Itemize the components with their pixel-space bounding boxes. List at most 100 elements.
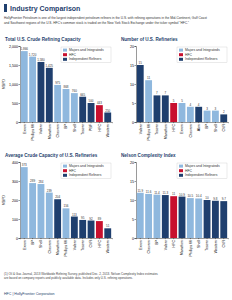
axis-line xyxy=(137,122,229,124)
x-tick: HFC xyxy=(172,122,176,131)
y-axis: 05101520 xyxy=(130,161,137,241)
x-tick-label: Phillips 66 xyxy=(64,240,68,256)
bar xyxy=(88,221,95,238)
x-tick-mark xyxy=(57,238,58,239)
data-label: 665 xyxy=(80,93,85,97)
x-tick: BP xyxy=(205,122,209,129)
data-label: 156 xyxy=(63,204,68,208)
x-tick-label: Valero xyxy=(39,124,43,134)
data-label: 113 xyxy=(72,213,77,217)
x-tick-label: Western xyxy=(106,124,110,137)
x-tick-mark xyxy=(24,238,25,239)
bar xyxy=(29,183,36,238)
x-tick: Tesoro xyxy=(81,122,85,135)
axis-line xyxy=(135,47,137,123)
y-tick-label: 10 xyxy=(130,199,134,203)
legend-swatch xyxy=(63,165,67,168)
x-tick: Tesoro xyxy=(81,238,85,251)
y-tick-mark xyxy=(19,162,21,163)
x-tick-mark xyxy=(99,238,100,239)
x-tick-label: Valero xyxy=(164,240,168,250)
data-label: 11.6 xyxy=(146,190,152,194)
data-label: 10.9 xyxy=(179,193,185,197)
y-tick-label: 0 xyxy=(132,237,134,241)
data-label: 443 xyxy=(97,101,102,105)
x-tick-label: Alon xyxy=(197,124,201,131)
y-tick-label: 500 xyxy=(12,102,18,106)
x-tick-label: Exxon xyxy=(23,240,27,250)
x-tick-mark xyxy=(207,238,208,239)
x-tick-mark xyxy=(223,122,224,123)
legend: Majors and IntegratedsHFCIndependent Ref… xyxy=(61,47,111,63)
axis-line xyxy=(19,47,21,123)
x-tick-label: Shell xyxy=(214,124,218,132)
y-tick-mark xyxy=(135,46,137,47)
chart: Average Crude Capacity of U.S. Refinerie… xyxy=(2,153,113,256)
y-tick-mark xyxy=(135,122,137,123)
data-label: 51 xyxy=(106,224,110,228)
y-tick-mark xyxy=(19,84,21,85)
x-tick-label: Phillips 66 xyxy=(189,240,193,256)
x-tick-mark xyxy=(32,122,33,123)
legend: Majors and IntegratedsHFCIndependent Ref… xyxy=(177,47,227,63)
x-tick-mark xyxy=(74,122,75,123)
x-tick-mark xyxy=(156,238,157,239)
x-tick-label: CVR xyxy=(89,240,93,248)
legend-swatch xyxy=(63,53,67,56)
bar xyxy=(195,107,202,122)
y-tick: 5 xyxy=(132,218,136,222)
x-tick-mark xyxy=(182,122,183,123)
y-tick-mark xyxy=(19,219,21,220)
legend-box xyxy=(61,163,111,179)
x-tick-label: Western xyxy=(106,240,110,253)
legend-label: HFC xyxy=(69,53,77,57)
bar xyxy=(179,103,186,122)
data-label: 1,866 xyxy=(20,47,28,51)
y-tick: 5 xyxy=(132,102,136,106)
y-tick-mark xyxy=(135,162,137,163)
bar xyxy=(71,217,78,238)
data-label: 5 xyxy=(181,99,183,103)
bar xyxy=(162,95,169,122)
axis-line xyxy=(135,163,137,239)
axis-line xyxy=(137,238,229,240)
data-label: 760 xyxy=(72,89,77,93)
x-tick: BP xyxy=(64,122,68,129)
x-tick-mark xyxy=(215,122,216,123)
legend-box xyxy=(177,47,227,63)
data-label: 11 xyxy=(147,76,150,80)
y-tick: 1,500 xyxy=(9,64,20,68)
x-tick-label: Tesoro xyxy=(81,124,85,135)
x-tick: Shell xyxy=(73,122,77,132)
x-tick-label: Chevron xyxy=(48,240,52,254)
x-tick: Western xyxy=(106,238,110,253)
data-label: 1,425 xyxy=(46,64,54,68)
x-tick-label: Chevron xyxy=(56,124,60,138)
data-label: 10 xyxy=(205,196,209,200)
y-tick-mark xyxy=(135,65,137,66)
footer: HFC | HollyFrontier Corporation xyxy=(4,292,54,296)
data-label: 975 xyxy=(55,81,60,85)
x-tick-mark xyxy=(165,238,166,239)
y-tick: 20 xyxy=(130,45,136,49)
data-label: 11.3 xyxy=(162,191,168,195)
legend-label: Independent Refiners xyxy=(185,173,218,177)
x-tick-label: Valero xyxy=(73,240,77,250)
intro-line: and Southwest regions of the U.S. HFC's … xyxy=(4,21,189,25)
bar xyxy=(96,221,103,238)
x-tick: HFC xyxy=(98,122,102,131)
x-tick-mark xyxy=(49,238,50,239)
x-tick-mark xyxy=(66,122,67,123)
y-tick-label: 20 xyxy=(130,161,134,165)
y-tick-label: 10 xyxy=(130,83,134,87)
intro-line: HollyFrontier Petroleum is one of the la… xyxy=(4,16,207,20)
y-tick-label: 400 xyxy=(12,161,18,165)
x-tick-mark xyxy=(66,238,67,239)
y-tick: 100 xyxy=(12,218,20,222)
y-tick-label: 5 xyxy=(132,218,134,222)
bar xyxy=(145,80,152,122)
bar xyxy=(179,197,186,238)
legend-swatch xyxy=(63,169,67,172)
x-tick-label: HFC xyxy=(98,240,102,248)
x-tick-label: Tesoro xyxy=(205,240,209,251)
